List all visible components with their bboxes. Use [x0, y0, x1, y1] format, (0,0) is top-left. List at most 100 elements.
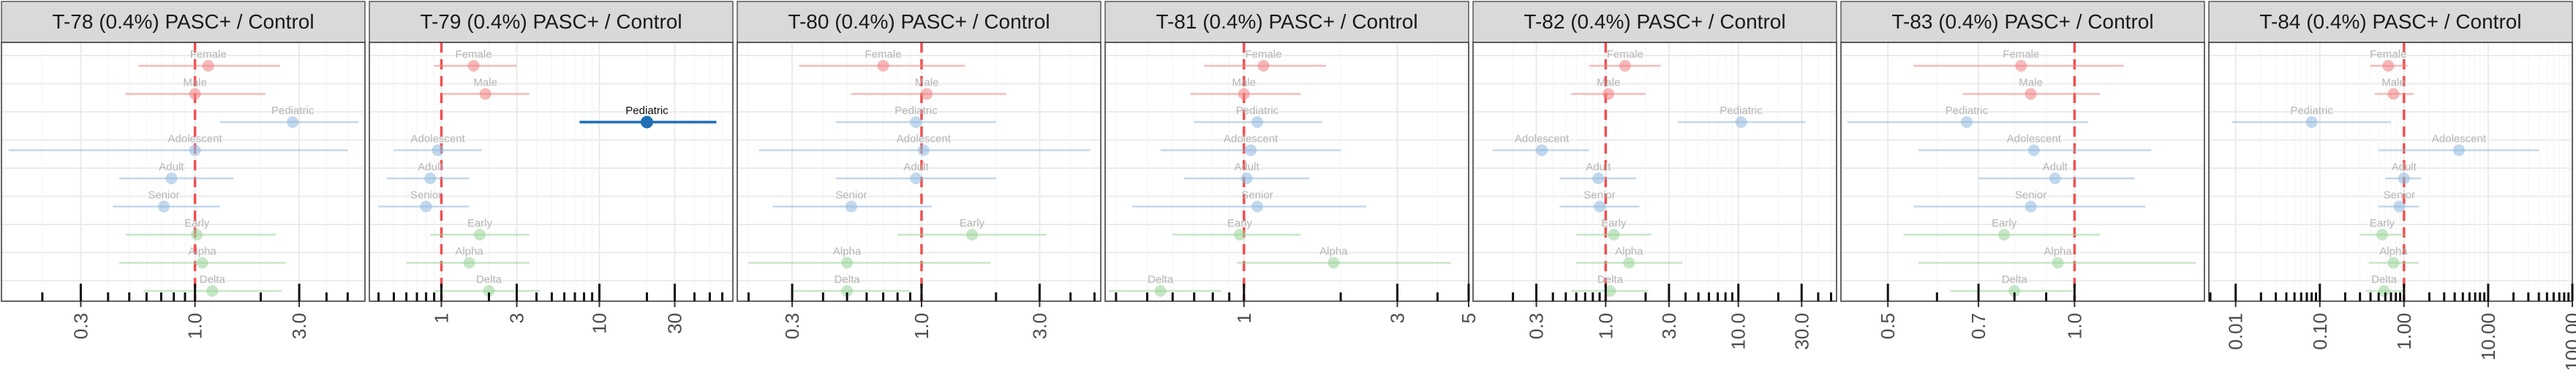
point-estimate — [189, 88, 201, 100]
panel-border — [1, 42, 366, 302]
point-estimate — [966, 229, 979, 241]
facet-strip — [737, 1, 1101, 43]
row-label: Adolescent — [2432, 133, 2487, 145]
row-label: Male — [1597, 77, 1621, 89]
row-label: Delta — [476, 273, 502, 286]
facet-panel: T-81 (0.4%) PASC+ / Control Female Male Ped… — [1104, 1, 1480, 323]
axis-tick-label: 1.0 — [911, 313, 933, 339]
point-estimate — [1619, 60, 1631, 72]
row-label: Delta — [1597, 273, 1624, 286]
row-label: Early — [1992, 217, 2017, 230]
panel-border — [1840, 42, 2205, 302]
row-label: Pediatric — [895, 105, 938, 117]
axis-tick-label: 3.0 — [1658, 313, 1680, 339]
row-label: Alpha — [1615, 246, 1643, 258]
point-estimate — [910, 173, 922, 184]
point-estimate — [2049, 173, 2061, 184]
row-label: Female — [1245, 48, 1281, 61]
point-estimate — [1998, 229, 2011, 241]
axis-tick-label: 10.0 — [1728, 313, 1750, 350]
point-estimate — [1623, 257, 1635, 269]
point-estimate — [2305, 116, 2318, 128]
point-estimate — [1594, 200, 1606, 213]
row-label: Adult — [159, 161, 184, 173]
point-estimate — [1245, 144, 1257, 156]
plot-background — [1, 42, 365, 301]
row-label: Adolescent — [2007, 133, 2062, 145]
point-estimate — [2382, 60, 2395, 72]
facet-title: T-78 (0.4%) PASC+ / Control — [52, 10, 314, 33]
row-label: Female — [2370, 48, 2406, 61]
facet-panel: T-78 (0.4%) PASC+ / Control Female Male Ped… — [1, 1, 366, 339]
row-label: Alpha — [1319, 246, 1348, 258]
axis-tick-label: 1 — [430, 313, 452, 323]
point-estimate — [206, 285, 219, 297]
point-estimate — [432, 144, 444, 156]
point-estimate — [1604, 285, 1616, 297]
axis-tick-label: 0.3 — [781, 313, 803, 339]
point-estimate — [424, 173, 437, 184]
row-label: Pediatric — [2290, 105, 2333, 117]
row-label: Alpha — [2379, 246, 2408, 258]
point-estimate — [479, 88, 492, 100]
row-label: Alpha — [833, 246, 862, 258]
plot-background — [1841, 42, 2204, 301]
row-label: Female — [2003, 48, 2039, 61]
point-estimate — [2378, 285, 2390, 297]
point-estimate — [420, 200, 432, 213]
row-label: Pediatric — [271, 105, 315, 117]
point-estimate — [877, 60, 889, 72]
point-estimate — [158, 200, 170, 213]
point-estimate — [2453, 144, 2466, 156]
facet-panel: T-80 (0.4%) PASC+ / Control Female Male Ped… — [737, 1, 1101, 339]
point-estimate — [1251, 116, 1263, 128]
point-estimate — [1592, 173, 1605, 184]
row-label: Adult — [2043, 161, 2068, 173]
point-estimate — [1735, 116, 1747, 128]
row-label: Adult — [2392, 161, 2417, 173]
row-label: Delta — [835, 273, 861, 286]
panel-border — [1104, 42, 1469, 302]
point-estimate — [1240, 173, 1253, 184]
row-label: Senior — [2384, 189, 2415, 202]
panel-border — [737, 42, 1101, 302]
point-estimate — [191, 229, 203, 241]
point-estimate — [473, 229, 486, 241]
row-label: Male — [915, 77, 939, 89]
row-label: Female — [1607, 48, 1643, 61]
point-estimate — [2393, 200, 2406, 213]
axis-tick-label: 0.3 — [69, 313, 91, 339]
point-estimate — [1608, 229, 1620, 241]
row-label: Senior — [835, 189, 867, 202]
row-label: Male — [183, 77, 207, 89]
point-estimate — [2387, 257, 2400, 269]
axis-tick-label: 1.00 — [2393, 313, 2415, 350]
point-estimate — [1603, 88, 1615, 100]
row-label: Pediatric — [625, 105, 669, 117]
row-label: Male — [473, 77, 497, 89]
point-estimate — [1238, 88, 1250, 100]
row-label: Pediatric — [1236, 105, 1279, 117]
point-estimate — [2398, 173, 2410, 184]
row-label: Early — [960, 217, 985, 230]
point-estimate — [287, 116, 299, 128]
row-label: Adult — [1234, 161, 1259, 173]
axis-tick-label: 3.0 — [288, 313, 310, 339]
axis-tick-label: 3 — [1386, 313, 1408, 323]
axis-tick-label: 3.0 — [1028, 313, 1050, 339]
point-estimate — [910, 116, 922, 128]
plot-background — [369, 42, 733, 301]
point-estimate — [2025, 88, 2037, 100]
axis-tick-label: 1.0 — [1594, 313, 1616, 339]
point-estimate — [2008, 285, 2021, 297]
axis-tick-label: 10 — [588, 313, 610, 334]
point-estimate — [1327, 257, 1340, 269]
facet-title: T-82 (0.4%) PASC+ / Control — [1524, 10, 1785, 33]
row-label: Female — [456, 48, 492, 61]
row-label: Adult — [1586, 161, 1611, 173]
point-estimate — [841, 257, 854, 269]
facet-strip — [1104, 1, 1469, 43]
facet-panel: T-82 (0.4%) PASC+ / Control Female Male Ped… — [1472, 1, 1837, 350]
row-label: Adolescent — [1515, 133, 1570, 145]
